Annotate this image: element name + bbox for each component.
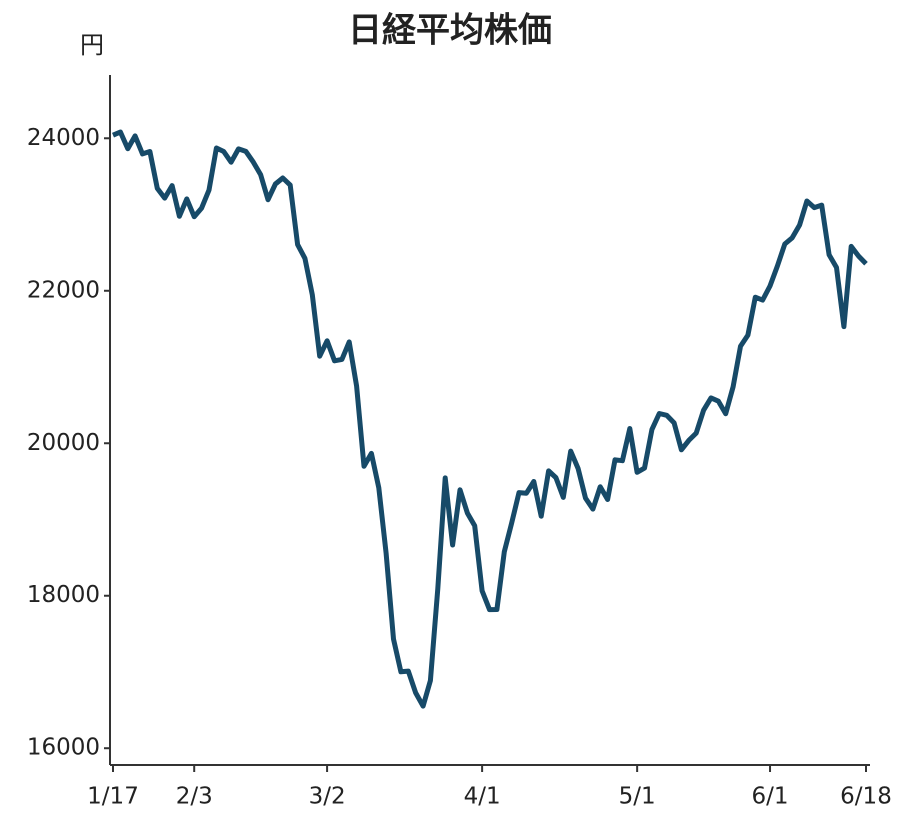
- y-tick-label: 18000: [27, 582, 100, 608]
- x-tick-label: 1/17: [87, 784, 139, 810]
- x-tick-label: 5/1: [619, 784, 656, 810]
- x-tick-label: 6/18: [840, 784, 892, 810]
- x-tick-label: 6/1: [752, 784, 789, 810]
- data-line: [112, 129, 868, 709]
- x-tick-label: 4/1: [464, 784, 501, 810]
- x-tick-label: 2/3: [176, 784, 213, 810]
- y-tick-label: 20000: [27, 430, 100, 456]
- x-tick-label: 3/2: [309, 784, 346, 810]
- y-tick-label: 24000: [27, 125, 100, 151]
- chart-title: 日経平均株価: [348, 11, 552, 51]
- y-tick-label: 22000: [27, 277, 100, 303]
- y-tick-label: 16000: [27, 735, 100, 761]
- y-unit: 円: [80, 31, 104, 59]
